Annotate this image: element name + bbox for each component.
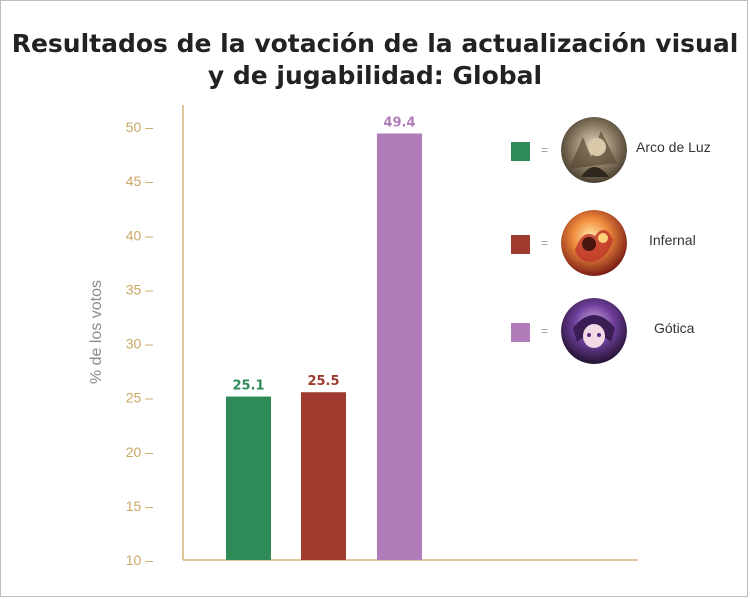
chart-title-line-2: y de jugabilidad: Global [207, 61, 543, 90]
legend-item-gotica: = Gótica [511, 298, 731, 368]
y-tick-label: 40 – [126, 227, 153, 243]
legend-equals-sign: = [541, 143, 549, 157]
legend-label-arco-de-luz: Arco de Luz [636, 139, 711, 155]
y-tick-label: 25 – [126, 390, 153, 406]
y-tick-label: 15 – [126, 498, 153, 514]
y-tick-label: 50 – [126, 119, 153, 135]
y-tick-label: 30 – [126, 336, 153, 352]
legend-equals-sign: = [541, 324, 549, 338]
infernal-skin-portrait-icon [561, 210, 627, 276]
legend-item-arco-de-luz: = Arco de Luz [511, 117, 731, 187]
chart-title-line-1: Resultados de la votación de la actualiz… [11, 29, 739, 58]
legend-swatch-infernal [511, 235, 530, 254]
legend-item-infernal: = Infernal [511, 210, 731, 280]
bar-value-label: 25.5 [307, 374, 339, 389]
gotica-skin-portrait-icon [561, 298, 627, 364]
bar-value-label: 49.4 [383, 115, 415, 130]
chart-title: Resultados de la votación de la actualiz… [0, 28, 750, 92]
legend-label-gotica: Gótica [654, 320, 695, 336]
legend-swatch-arco-de-luz [511, 142, 530, 161]
y-tick-label: 35 – [126, 281, 153, 297]
legend-swatch-gotica [511, 323, 530, 342]
arco-de-luz-skin-portrait-icon [561, 117, 627, 183]
bar-g-tica [377, 133, 422, 560]
bar-infernal [301, 392, 346, 560]
y-tick-label: 10 – [126, 552, 153, 568]
bar-arco-de-luz [226, 396, 271, 560]
legend-label-infernal: Infernal [649, 232, 696, 248]
legend-equals-sign: = [541, 236, 549, 250]
y-tick-label: 20 – [126, 444, 153, 460]
bar-value-label: 25.1 [232, 379, 264, 394]
y-tick-label: 45 – [126, 173, 153, 189]
